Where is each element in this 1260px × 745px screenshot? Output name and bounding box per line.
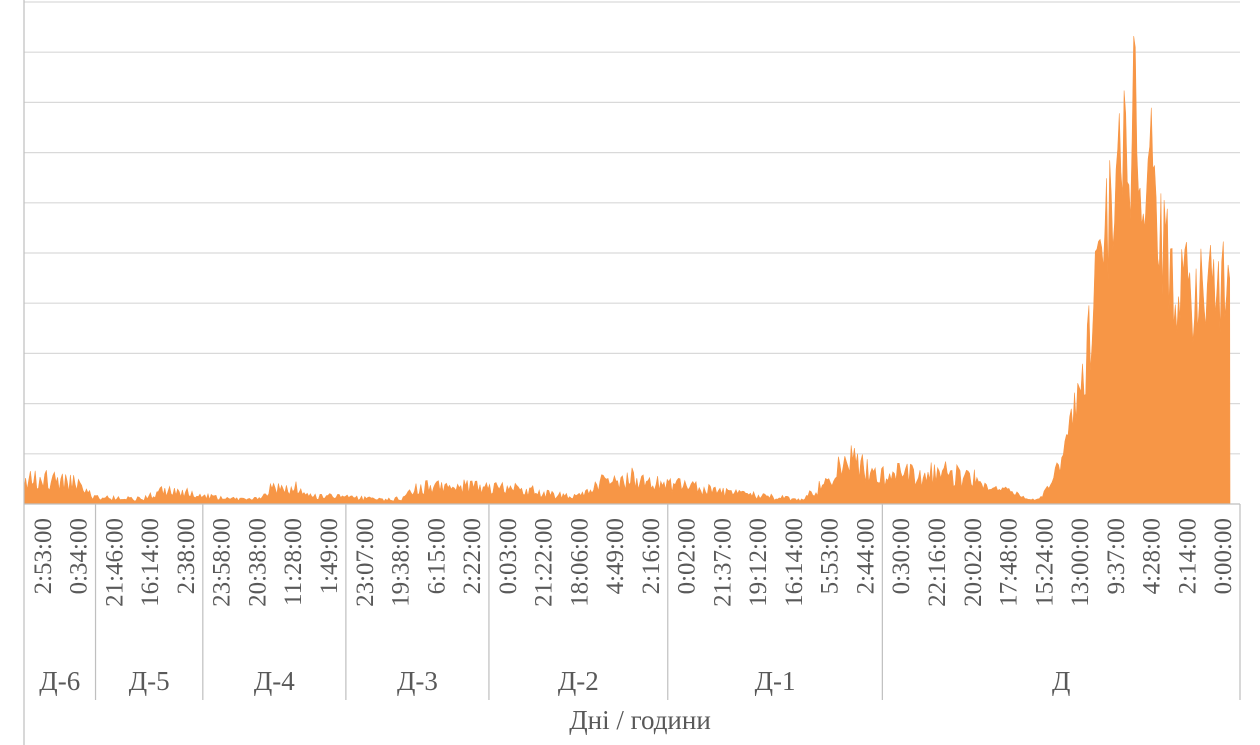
group-label: Д-6 [39,666,80,696]
x-tick-label: 0:34:00 [66,518,93,594]
x-tick-label: 13:00:00 [1067,518,1094,607]
group-label: Д [1052,666,1070,696]
x-tick-label: 20:02:00 [960,518,987,607]
group-label: Д-1 [755,666,796,696]
area-fill [23,36,1231,505]
x-axis-title: Дні / години [569,705,711,735]
group-label: Д-4 [254,666,295,696]
x-axis-ticks: 2:53:00 0:34:00 21:46:00 16:14:00 2:38:00 23:… [30,518,1237,607]
x-tick-label: 16:14:00 [137,518,164,607]
x-tick-label: 20:38:00 [244,518,271,607]
x-tick-label: 2:14:00 [1174,518,1201,594]
x-tick-label: 15:24:00 [1031,518,1058,607]
x-tick-label: 4:28:00 [1139,518,1166,594]
x-tick-label: 19:12:00 [745,518,772,607]
x-axis-groups: Д-6 Д-5 Д-4 Д-3 Д-2 Д-1 Д [39,504,1241,700]
x-tick-label: 22:16:00 [924,518,951,607]
x-tick-label: 23:07:00 [352,518,379,607]
x-tick-label: 0:00:00 [1210,518,1237,594]
x-tick-label: 2:22:00 [459,518,486,594]
group-label: Д-3 [397,666,438,696]
x-tick-label: 16:14:00 [781,518,808,607]
x-tick-label: 1:49:00 [316,518,343,594]
x-tick-label: 6:15:00 [423,518,450,594]
x-tick-label: 4:49:00 [602,518,629,594]
x-tick-label: 0:03:00 [495,518,522,594]
x-tick-label: 11:28:00 [280,518,307,606]
x-tick-label: 23:58:00 [209,518,236,607]
x-tick-label: 19:38:00 [388,518,415,607]
group-label: Д-2 [558,666,599,696]
group-label: Д-5 [129,666,170,696]
x-tick-label: 2:38:00 [173,518,200,594]
x-tick-label: 21:37:00 [709,518,736,607]
x-tick-label: 21:46:00 [101,518,128,607]
x-tick-label: 18:06:00 [566,518,593,607]
x-tick-label: 17:48:00 [996,518,1023,607]
x-tick-label: 0:02:00 [674,518,701,594]
x-tick-label: 2:16:00 [638,518,665,594]
x-tick-label: 2:44:00 [852,518,879,594]
x-tick-label: 21:22:00 [531,518,558,607]
x-tick-label: 2:53:00 [30,518,57,594]
x-tick-label: 5:53:00 [817,518,844,594]
area-series [23,36,1231,505]
x-tick-label: 0:30:00 [888,518,915,594]
gridlines [24,1,1240,455]
x-tick-label: 9:37:00 [1103,518,1130,594]
